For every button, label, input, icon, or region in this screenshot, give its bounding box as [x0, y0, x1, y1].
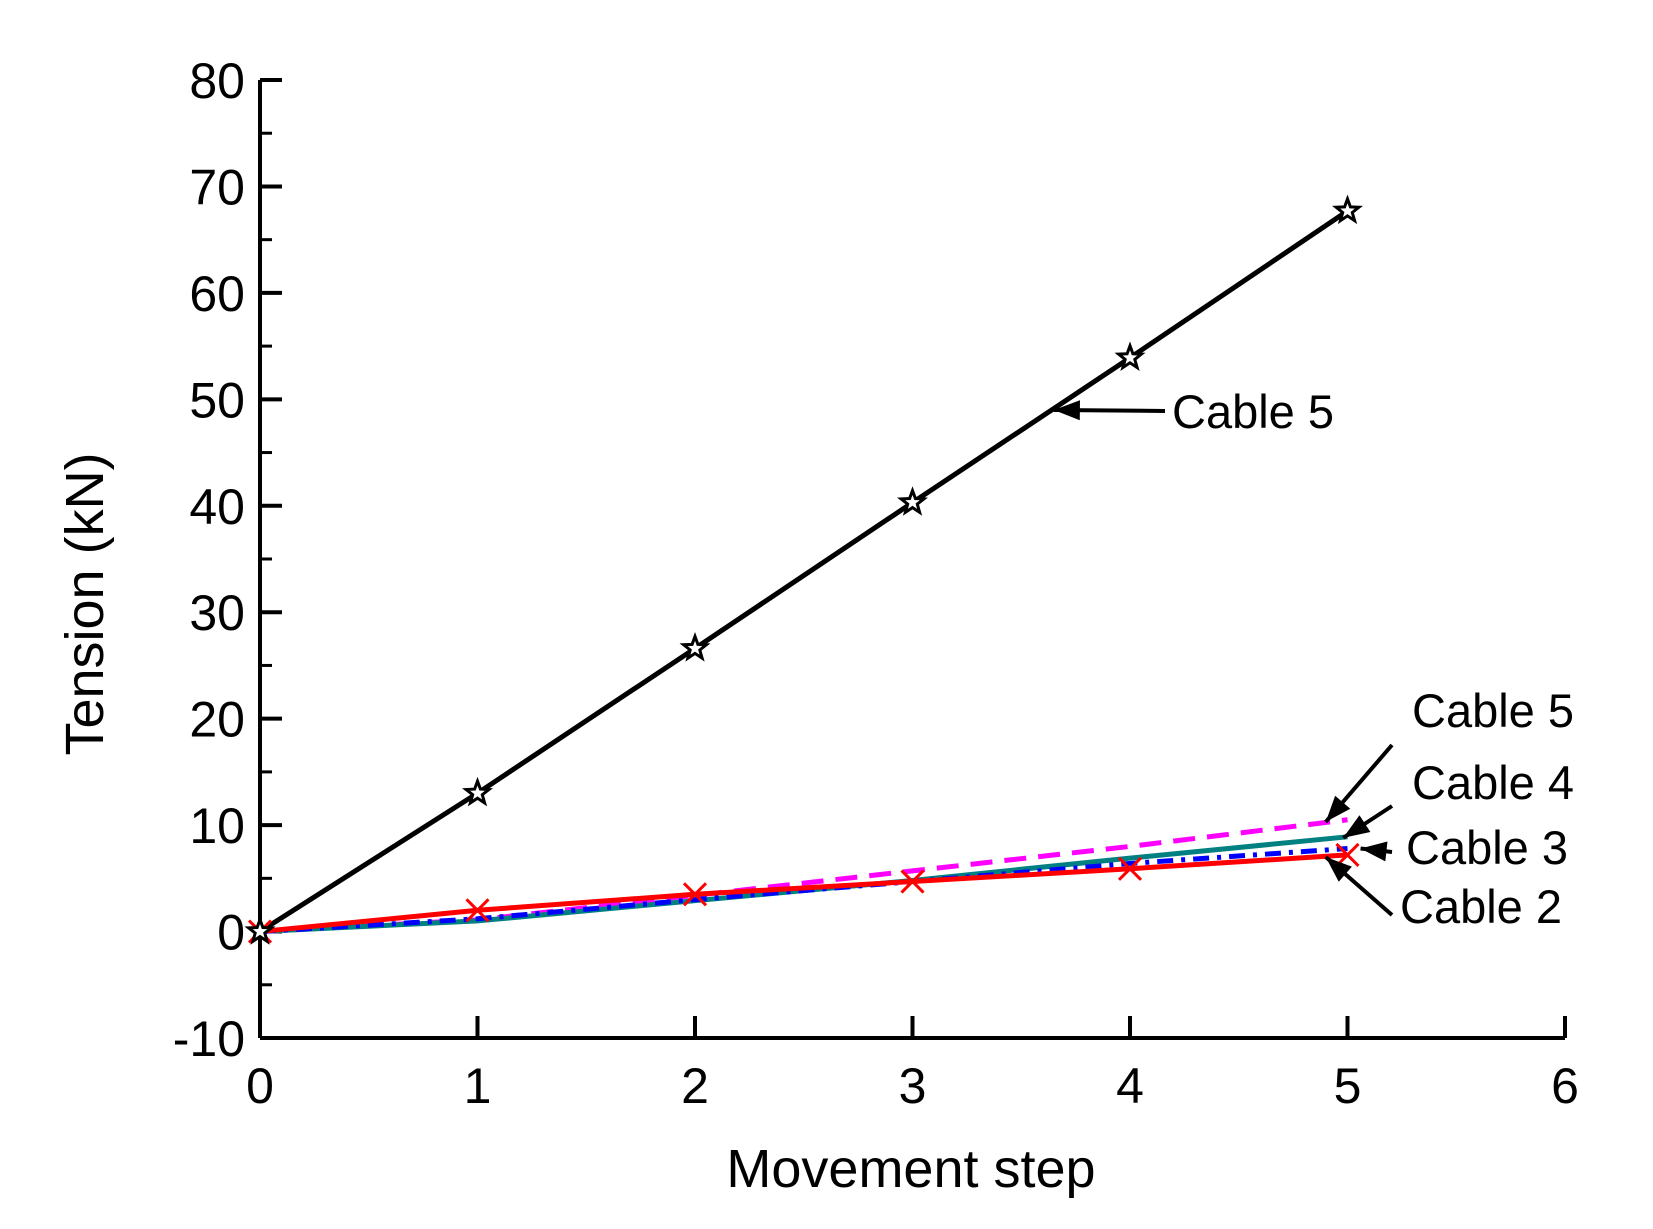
star-marker	[244, 915, 276, 945]
y-tick-label: 10	[189, 798, 245, 854]
annotation-label: Cable 4	[1412, 756, 1574, 809]
annotation-label: Cable 5	[1172, 385, 1334, 438]
x-tick-label: 0	[246, 1058, 274, 1114]
annotation-label: Cable 2	[1400, 880, 1562, 933]
annotation-arrowhead	[1325, 857, 1352, 882]
y-tick-label: 20	[189, 692, 245, 748]
y-tick-label: 40	[189, 479, 245, 535]
series-line-s_black	[258, 208, 1349, 934]
series-line-s_blue	[259, 846, 1348, 935]
x-tick-label: 2	[681, 1058, 709, 1114]
star-marker	[1114, 341, 1146, 371]
x-marker	[900, 869, 925, 894]
y-tick-label: 0	[217, 905, 245, 961]
marker-layer	[244, 194, 1363, 945]
x-tick-label: 4	[1116, 1058, 1144, 1114]
x-axis-title: Movement step	[726, 1139, 1095, 1199]
annotation-arrowhead	[1360, 841, 1388, 862]
annotation-label: Cable 5	[1412, 684, 1574, 737]
y-tick-label: -10	[173, 1011, 245, 1067]
x-marker	[1335, 842, 1360, 867]
x-tick-label: 6	[1551, 1058, 1579, 1114]
x-tick-label: 3	[899, 1058, 927, 1114]
series-layer	[258, 208, 1349, 935]
star-marker	[1332, 194, 1363, 225]
annotation-arrowhead	[1325, 795, 1351, 822]
y-axis-title: Tension (kN)	[55, 452, 115, 755]
y-tick-label: 80	[189, 53, 245, 109]
y-tick-label: 70	[189, 159, 245, 215]
star-marker	[462, 776, 493, 807]
x-tick-label: 5	[1334, 1058, 1362, 1114]
annotation-layer: Cable 5 Cable 5 Cable 4 Cable 3 Cable 2	[1053, 385, 1574, 933]
x-marker	[682, 882, 708, 907]
y-tick-label: 50	[189, 372, 245, 428]
y-tick-label: 60	[189, 266, 245, 322]
series-line-s_red	[259, 852, 1348, 935]
x-marker	[1117, 856, 1143, 881]
annotation-label: Cable 3	[1406, 821, 1568, 874]
annotation-arrowhead	[1053, 400, 1080, 421]
star-marker	[679, 631, 711, 662]
x-marker	[465, 898, 490, 923]
annotation-arrowhead	[1343, 815, 1371, 838]
star-marker	[897, 486, 928, 516]
x-tick-label: 1	[464, 1058, 492, 1114]
y-tick-label: 30	[189, 585, 245, 641]
